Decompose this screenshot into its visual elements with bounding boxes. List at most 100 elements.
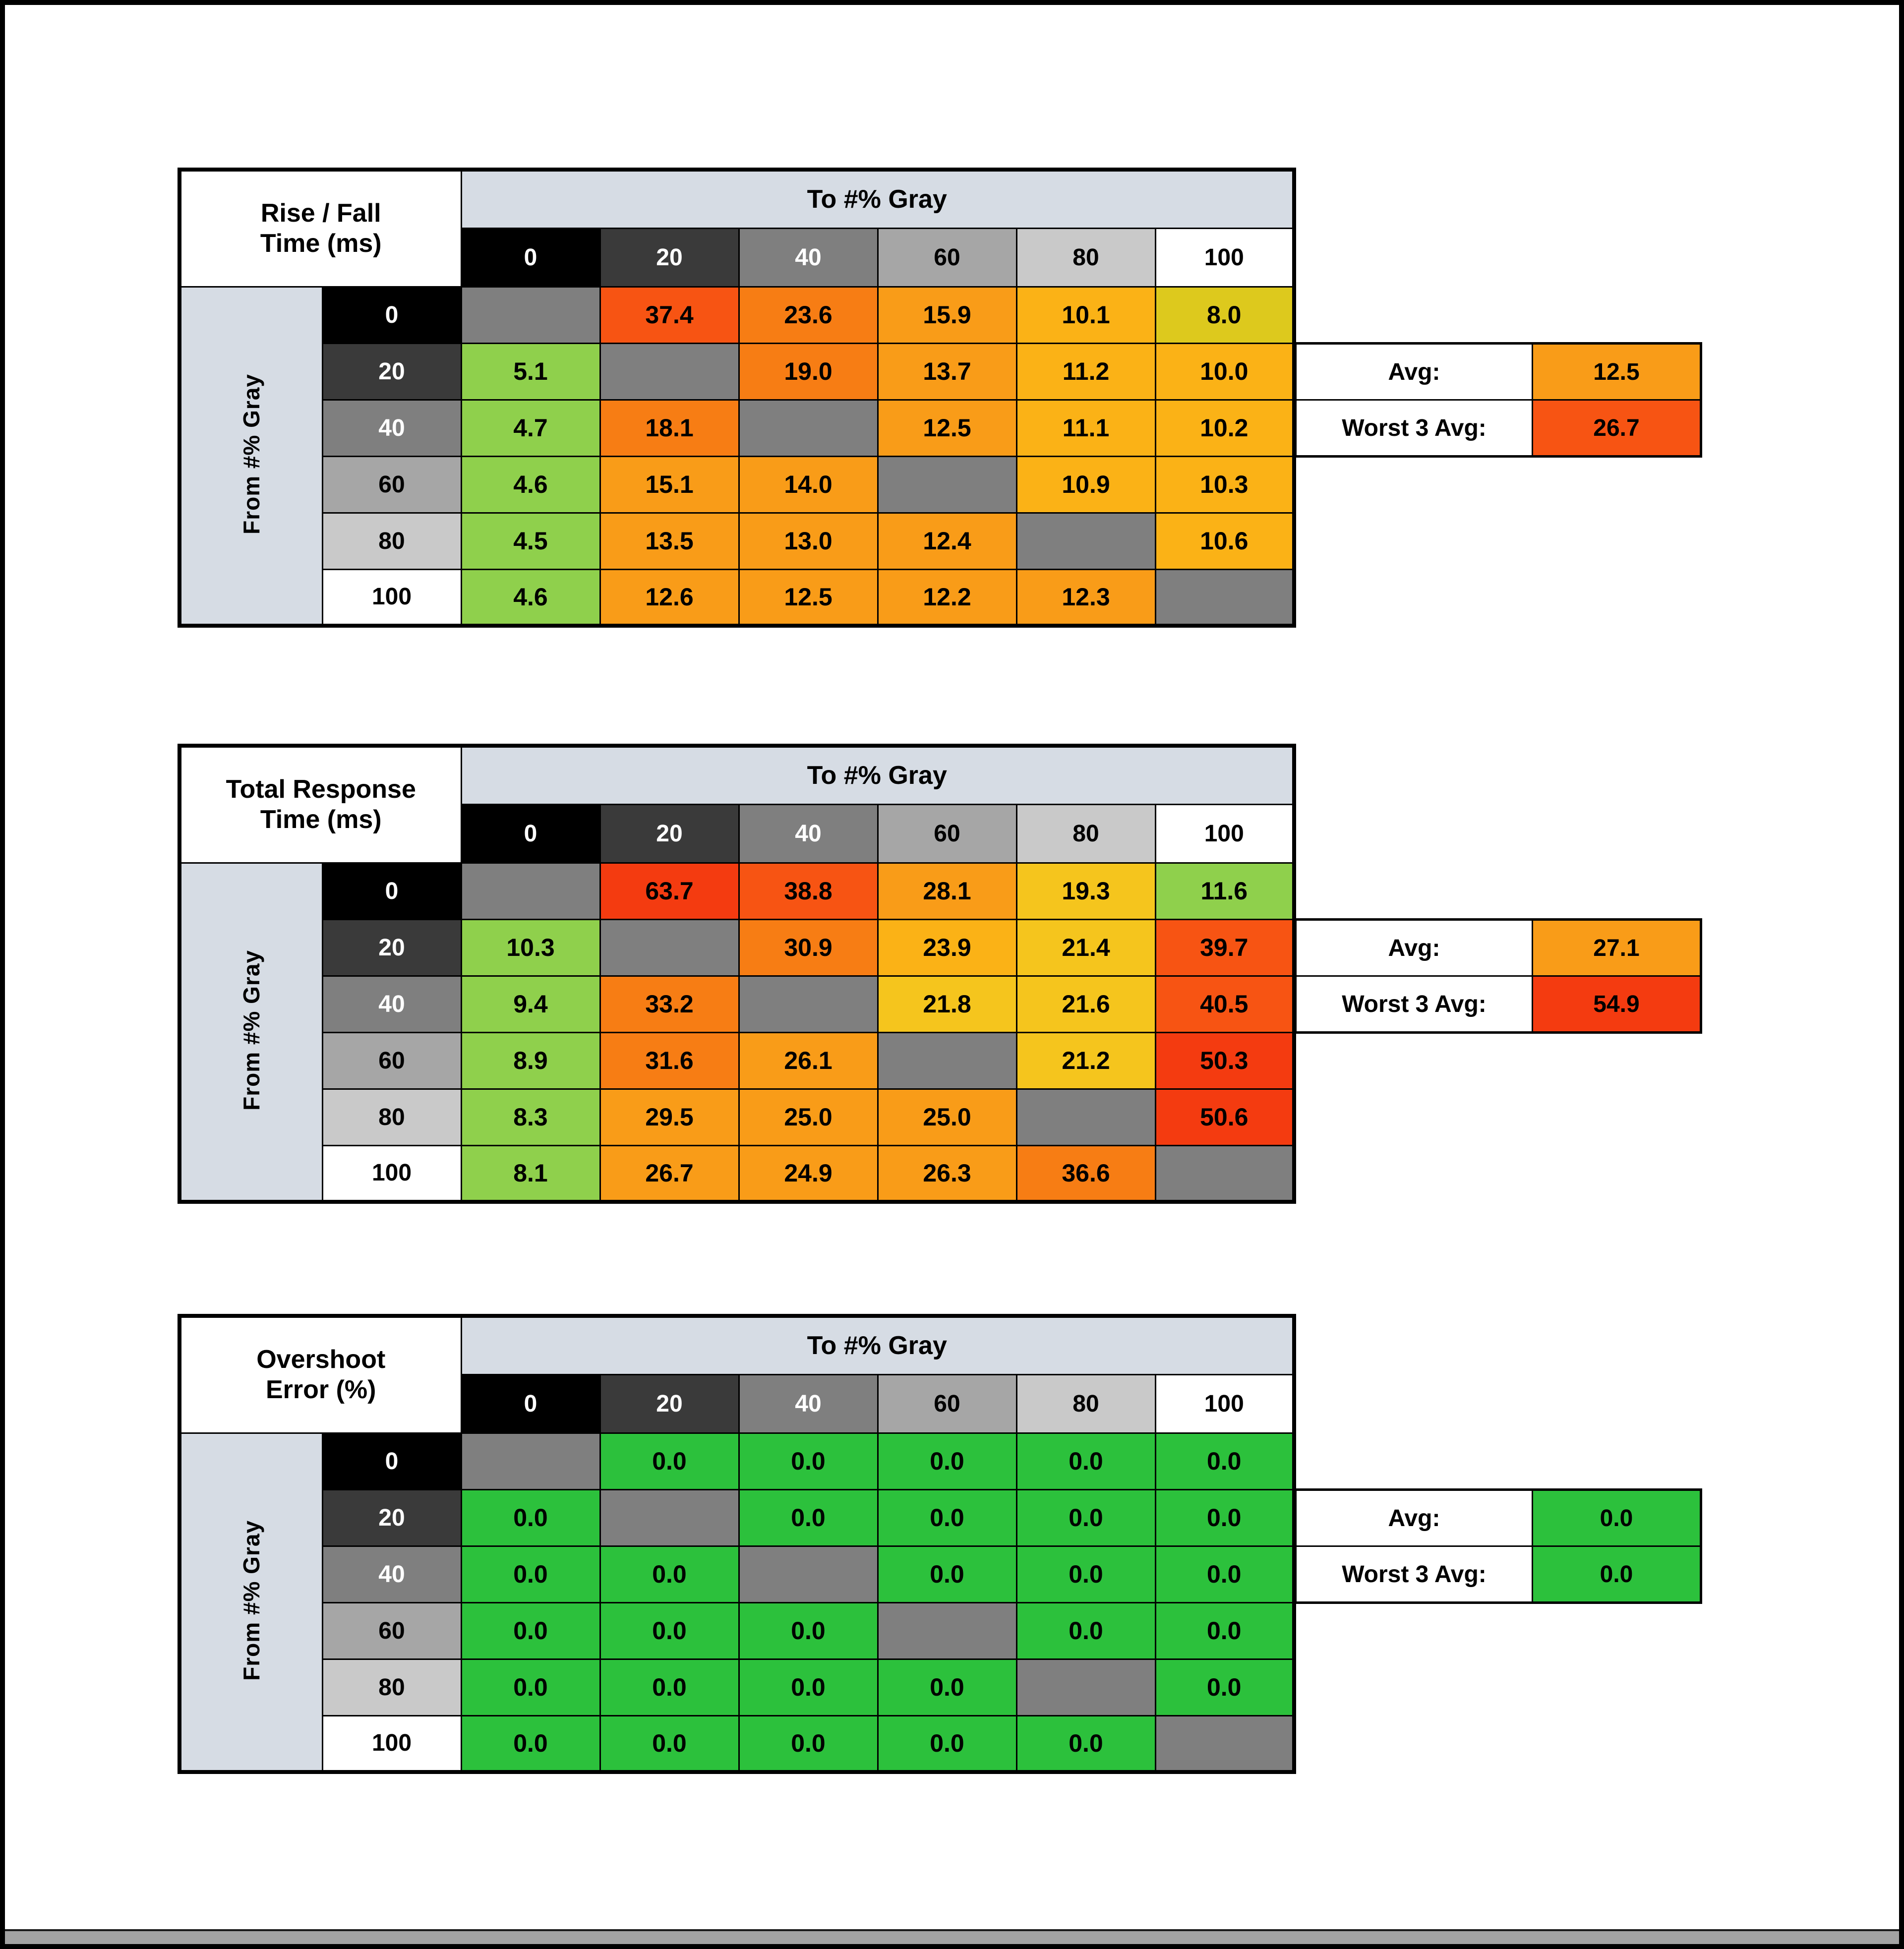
rise-fall-time-summary: Avg: 12.5 Worst 3 Avg: 26.7 <box>1294 342 1702 458</box>
value-cell: 36.6 <box>1015 1144 1156 1203</box>
row-header-100: 100 <box>321 1714 462 1773</box>
value-cell: 10.6 <box>1154 512 1295 570</box>
row-header-60: 60 <box>321 1601 462 1660</box>
value-cell: 0.0 <box>738 1658 879 1716</box>
value-cell: 12.3 <box>1015 568 1156 627</box>
avg-label: Avg: <box>1295 343 1533 401</box>
value-cell: 0.0 <box>738 1601 879 1660</box>
value-cell: 25.0 <box>877 1088 1017 1146</box>
worst-label: Worst 3 Avg: <box>1295 399 1533 457</box>
to-gray-axis-label: To #% Gray <box>460 1315 1295 1375</box>
diagonal-cell <box>599 342 740 401</box>
diagonal-cell <box>599 918 740 977</box>
value-cell: 15.1 <box>599 455 740 514</box>
value-cell: 0.0 <box>877 1432 1017 1490</box>
value-cell: 23.6 <box>738 286 879 344</box>
value-cell: 23.9 <box>877 918 1017 977</box>
value-cell: 0.0 <box>738 1432 879 1490</box>
value-cell: 12.2 <box>877 568 1017 627</box>
row-header-60: 60 <box>321 455 462 514</box>
diagonal-cell <box>877 455 1017 514</box>
overshoot-error-summary: Avg: 0.0 Worst 3 Avg: 0.0 <box>1294 1488 1702 1604</box>
diagonal-cell <box>738 1545 879 1603</box>
col-header-20: 20 <box>599 803 740 864</box>
total-response-time-grid: Total Response Time (ms) To #% Gray 0 20 40 60… <box>178 744 1296 1204</box>
value-cell: 8.1 <box>460 1144 601 1203</box>
diagonal-cell <box>738 399 879 457</box>
diagonal-cell <box>460 862 601 920</box>
diagonal-cell <box>1015 512 1156 570</box>
value-cell: 12.5 <box>877 399 1017 457</box>
value-cell: 11.6 <box>1154 862 1295 920</box>
value-cell: 21.4 <box>1015 918 1156 977</box>
row-header-60: 60 <box>321 1031 462 1090</box>
table-title: Overshoot Error (%) <box>178 1315 462 1434</box>
value-cell: 0.0 <box>460 1601 601 1660</box>
col-header-0: 0 <box>460 803 601 864</box>
col-header-40: 40 <box>738 1373 879 1434</box>
total-response-table: Total Response Time (ms) To #% Gray 0 20 40 60… <box>178 744 1296 1204</box>
value-cell: 0.0 <box>1015 1488 1156 1547</box>
value-cell: 0.0 <box>1015 1601 1156 1660</box>
value-cell: 28.1 <box>877 862 1017 920</box>
row-header-80: 80 <box>321 1658 462 1716</box>
value-cell: 0.0 <box>1015 1432 1156 1490</box>
value-cell: 0.0 <box>599 1601 740 1660</box>
value-cell: 8.3 <box>460 1088 601 1146</box>
value-cell: 0.0 <box>460 1488 601 1547</box>
col-header-0: 0 <box>460 1373 601 1434</box>
diagonal-cell <box>1154 1144 1295 1203</box>
diagonal-cell <box>599 1488 740 1547</box>
diagonal-cell <box>460 286 601 344</box>
avg-label: Avg: <box>1295 919 1533 977</box>
value-cell: 10.1 <box>1015 286 1156 344</box>
col-header-100: 100 <box>1154 227 1295 288</box>
value-cell: 38.8 <box>738 862 879 920</box>
value-cell: 4.7 <box>460 399 601 457</box>
value-cell: 50.3 <box>1154 1031 1295 1090</box>
to-gray-axis-label: To #% Gray <box>460 169 1295 229</box>
row-header-0: 0 <box>321 862 462 920</box>
rise-fall-table: Rise / Fall Time (ms) To #% Gray 0 20 40 60 80 1… <box>178 168 1296 628</box>
from-gray-axis-label: From #% Gray <box>178 862 323 1203</box>
value-cell: 0.0 <box>877 1658 1017 1716</box>
value-cell: 26.3 <box>877 1144 1017 1203</box>
col-header-60: 60 <box>877 227 1017 288</box>
value-cell: 13.5 <box>599 512 740 570</box>
value-cell: 11.2 <box>1015 342 1156 401</box>
worst-label: Worst 3 Avg: <box>1295 975 1533 1033</box>
value-cell: 4.6 <box>460 455 601 514</box>
row-header-100: 100 <box>321 1144 462 1203</box>
value-cell: 33.2 <box>599 975 740 1033</box>
value-cell: 10.2 <box>1154 399 1295 457</box>
value-cell: 0.0 <box>877 1714 1017 1773</box>
col-header-60: 60 <box>877 803 1017 864</box>
value-cell: 0.0 <box>599 1658 740 1716</box>
value-cell: 24.9 <box>738 1144 879 1203</box>
avg-value: 12.5 <box>1532 343 1702 401</box>
value-cell: 0.0 <box>1015 1714 1156 1773</box>
value-cell: 0.0 <box>599 1432 740 1490</box>
worst-value: 54.9 <box>1532 975 1702 1033</box>
row-header-40: 40 <box>321 975 462 1033</box>
bottom-scroll-strip <box>5 1929 1899 1944</box>
row-header-0: 0 <box>321 1432 462 1490</box>
value-cell: 21.2 <box>1015 1031 1156 1090</box>
value-cell: 0.0 <box>1154 1658 1295 1716</box>
value-cell: 8.0 <box>1154 286 1295 344</box>
col-header-40: 40 <box>738 227 879 288</box>
value-cell: 29.5 <box>599 1088 740 1146</box>
value-cell: 14.0 <box>738 455 879 514</box>
value-cell: 0.0 <box>738 1714 879 1773</box>
value-cell: 15.9 <box>877 286 1017 344</box>
row-header-100: 100 <box>321 568 462 627</box>
row-header-20: 20 <box>321 1488 462 1547</box>
to-gray-axis-label: To #% Gray <box>460 745 1295 805</box>
value-cell: 11.1 <box>1015 399 1156 457</box>
value-cell: 10.3 <box>460 918 601 977</box>
col-header-20: 20 <box>599 227 740 288</box>
diagonal-cell <box>877 1601 1017 1660</box>
avg-value: 27.1 <box>1532 919 1702 977</box>
total-response-time-summary: Avg: 27.1 Worst 3 Avg: 54.9 <box>1294 918 1702 1034</box>
avg-label: Avg: <box>1295 1489 1533 1547</box>
